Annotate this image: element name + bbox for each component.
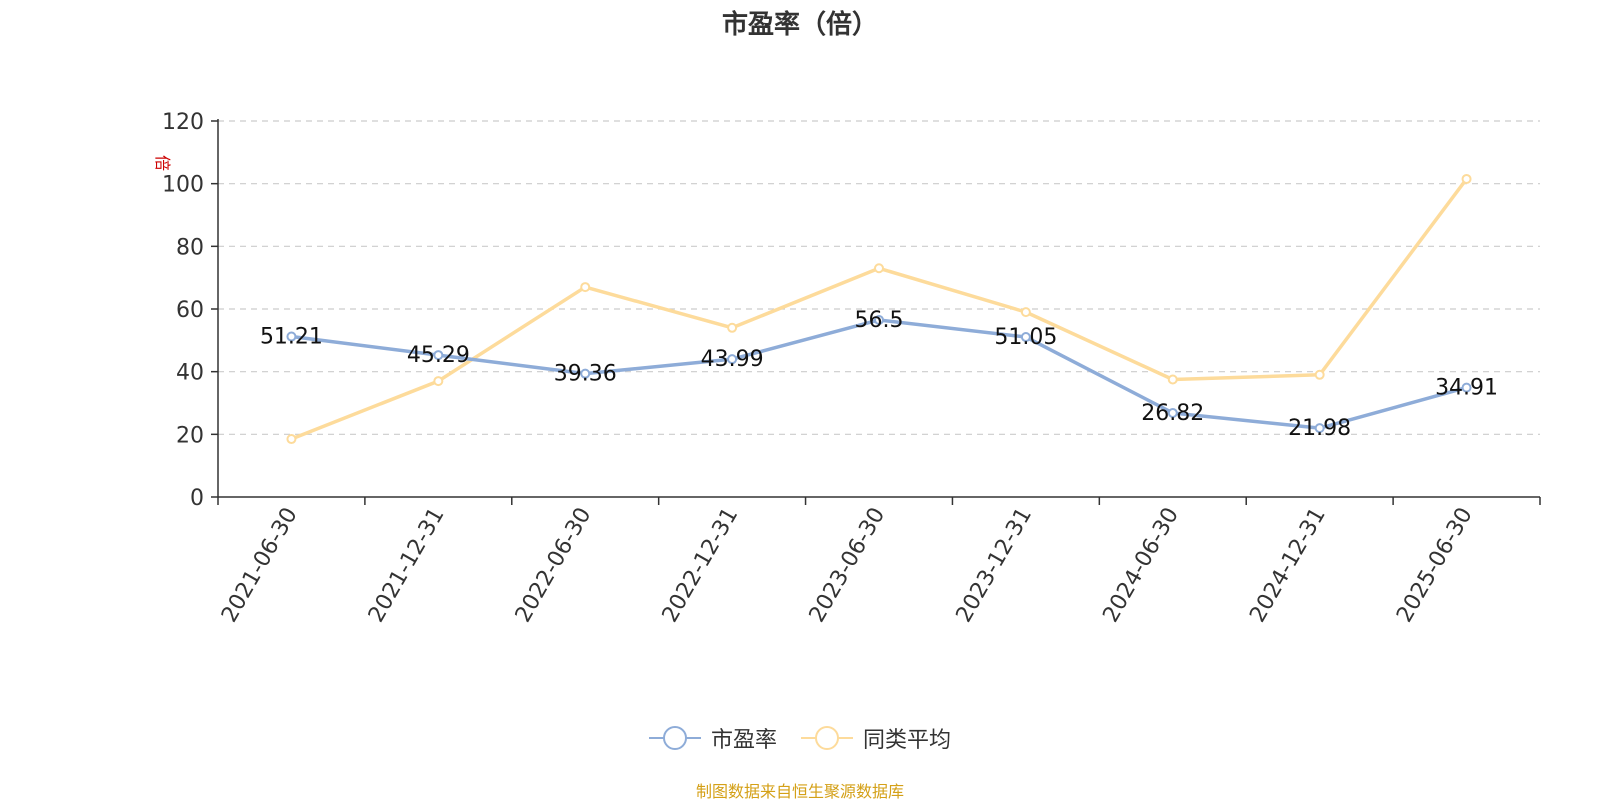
legend-item-peer-average[interactable]: 同类平均 bbox=[801, 722, 951, 754]
data-label: 43.99 bbox=[701, 347, 764, 372]
data-point bbox=[727, 322, 738, 333]
source-note: 制图数据来自恒生聚源数据库 bbox=[695, 782, 904, 801]
data-point bbox=[580, 368, 591, 379]
data-label: 45.29 bbox=[407, 343, 470, 368]
data-point bbox=[1020, 307, 1031, 318]
legend-label-pe: 市盈率 bbox=[710, 728, 777, 753]
y-tick-label: 40 bbox=[176, 361, 204, 386]
chart-title: 市盈率（倍） bbox=[721, 10, 878, 40]
data-point bbox=[1167, 407, 1178, 418]
data-point bbox=[1020, 332, 1031, 343]
data-point bbox=[874, 263, 884, 274]
x-tick-label: 2022-06-30 bbox=[511, 504, 597, 627]
y-tick-label: 80 bbox=[176, 235, 204, 260]
y-tick-label: 0 bbox=[190, 486, 204, 511]
data-label: 21.98 bbox=[1288, 416, 1351, 441]
x-tick-label: 2022-12-31 bbox=[658, 504, 744, 627]
legend: 市盈率 同类平均 bbox=[0, 722, 1600, 754]
x-tick-label: 2023-12-31 bbox=[952, 504, 1038, 627]
legend-label-peer-average: 同类平均 bbox=[863, 728, 952, 753]
legend-marker-peer-average bbox=[801, 725, 853, 751]
data-point bbox=[1314, 369, 1325, 380]
x-tick-label: 2023-06-30 bbox=[805, 504, 891, 627]
data-point bbox=[433, 376, 444, 387]
data-point bbox=[286, 331, 297, 342]
data-point bbox=[580, 282, 591, 293]
data-label: 56.5 bbox=[855, 308, 904, 333]
data-label: 34.91 bbox=[1435, 376, 1498, 401]
x-tick-label: 2024-06-30 bbox=[1098, 504, 1184, 627]
y-tick-label: 60 bbox=[176, 298, 204, 323]
data-point bbox=[1314, 423, 1325, 434]
data-point bbox=[1461, 173, 1472, 184]
y-tick-label: 100 bbox=[162, 173, 204, 198]
x-tick-label: 2021-12-31 bbox=[364, 504, 450, 627]
data-label: 39.36 bbox=[554, 362, 617, 387]
data-point bbox=[433, 350, 444, 361]
x-tick-label: 2025-06-30 bbox=[1392, 504, 1478, 627]
data-label: 51.05 bbox=[994, 325, 1057, 350]
data-point bbox=[874, 314, 884, 325]
data-label: 26.82 bbox=[1141, 401, 1204, 426]
y-tick-label: 20 bbox=[176, 423, 204, 448]
x-tick-label: 2021-06-30 bbox=[217, 504, 303, 627]
data-point bbox=[1461, 382, 1472, 393]
y-tick-label: 120 bbox=[162, 110, 204, 135]
data-point bbox=[1167, 374, 1178, 385]
data-point bbox=[727, 354, 738, 365]
y-axis-label: 倍 bbox=[153, 155, 172, 171]
x-tick-label: 2024-12-31 bbox=[1245, 504, 1331, 627]
legend-item-pe[interactable]: 市盈率 bbox=[648, 722, 777, 754]
data-point bbox=[286, 434, 297, 445]
data-label: 51.21 bbox=[260, 325, 323, 350]
legend-marker-pe bbox=[648, 725, 701, 751]
